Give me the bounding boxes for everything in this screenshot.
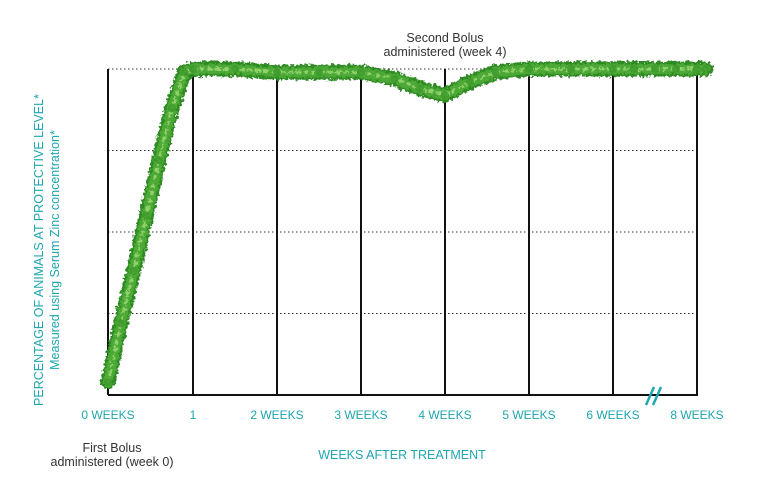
data-point [273, 68, 281, 77]
data-point [415, 84, 424, 93]
annotation-1-line-1: administered (week 4) [384, 45, 507, 59]
series-0-highlight [106, 67, 707, 384]
x-tick-label: 5 WEEKS [502, 408, 555, 422]
data-point [525, 65, 533, 73]
data-point [167, 104, 176, 113]
data-point [315, 68, 323, 77]
data-point [693, 65, 701, 73]
data-point [129, 267, 138, 276]
x-tick-labels: 0 WEEKS 1 2 WEEKS 3 WEEKS 4 WEEKS 5 WEEKS 6 WE… [81, 408, 723, 422]
data-point [630, 65, 638, 73]
data-point [651, 65, 659, 73]
series-0-band-dark [100, 61, 713, 390]
x-tick-label: 8 WEEKS [670, 408, 723, 422]
data-point [142, 211, 151, 220]
data-point [155, 156, 163, 165]
data-point [357, 68, 365, 77]
x-tick-label: 6 WEEKS [586, 408, 639, 422]
data-point [180, 68, 189, 77]
data-point [231, 65, 239, 73]
data-point [116, 319, 125, 328]
y-axis-title-line2: Measured using Serum Zinc concentration* [48, 130, 62, 370]
annotation-1-line-0: Second Bolus [406, 31, 483, 45]
data-point [491, 68, 500, 77]
data-point [189, 65, 197, 73]
data-point [104, 378, 112, 386]
x-tick-label: 3 WEEKS [334, 408, 387, 422]
grid-lines [108, 68, 698, 314]
x-tick-label: 1 [190, 408, 197, 422]
series-0-line [103, 64, 711, 387]
annotation-0-line-0: First Bolus [82, 441, 141, 455]
x-axis [108, 69, 698, 396]
data-point [466, 78, 475, 86]
x-tick-label: 2 WEEKS [250, 408, 303, 422]
data-point [390, 74, 399, 83]
x-axis-title: WEEKS AFTER TREATMENT [318, 448, 486, 462]
axis-break-slash-1 [644, 386, 656, 406]
data-point [567, 65, 575, 73]
axis-break-slash-2 [651, 386, 663, 406]
data-point [609, 65, 617, 73]
x-tick-label: 4 WEEKS [418, 408, 471, 422]
y-axis-title-line1: PERCENTAGE OF ANIMALS AT PROTECTIVE LEVE… [32, 94, 46, 406]
data-point [672, 65, 680, 73]
series-layer [100, 61, 713, 390]
axis-break-marker [644, 386, 663, 406]
data-point [441, 91, 449, 100]
x-tick-label: 0 WEEKS [81, 408, 134, 422]
data-point [701, 65, 710, 73]
annotation-0-line-1: administered (week 0) [51, 455, 174, 469]
